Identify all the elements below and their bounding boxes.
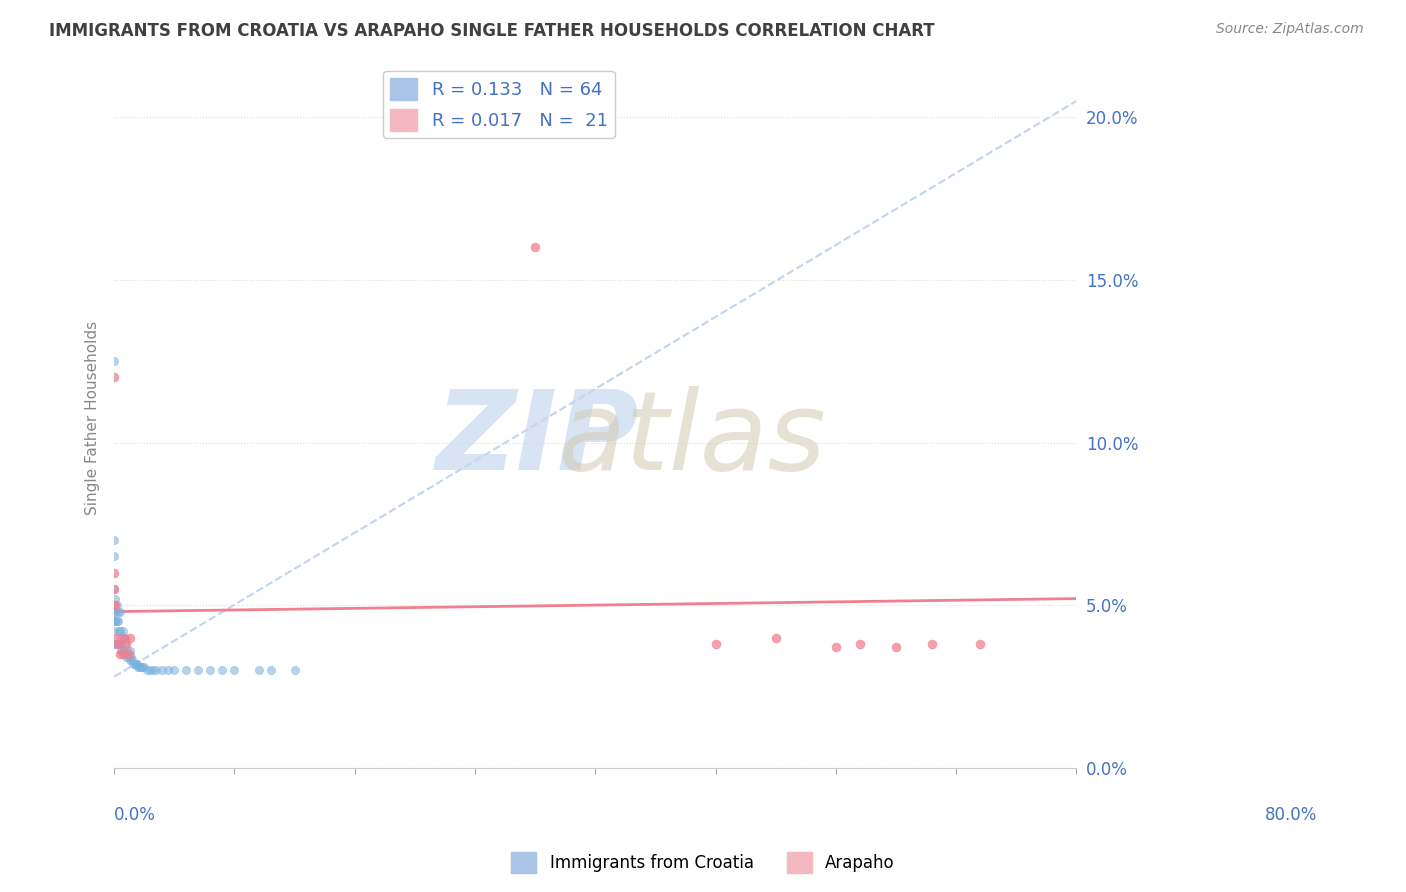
Point <box>187 663 209 677</box>
Point <box>103 598 125 612</box>
Point <box>114 631 136 645</box>
Point <box>103 354 125 368</box>
Point <box>103 582 125 596</box>
Point <box>150 663 173 677</box>
Point <box>103 605 125 619</box>
Point <box>104 605 127 619</box>
Point <box>107 637 129 651</box>
Point <box>765 631 787 645</box>
Point <box>103 582 125 596</box>
Point <box>107 605 129 619</box>
Point <box>128 660 150 674</box>
Point <box>211 663 233 677</box>
Y-axis label: Single Father Households: Single Father Households <box>86 321 100 516</box>
Point <box>224 663 246 677</box>
Point <box>103 615 125 629</box>
Point <box>110 631 132 645</box>
Point <box>105 615 128 629</box>
Point <box>969 637 991 651</box>
Point <box>125 657 148 671</box>
Point <box>103 598 125 612</box>
Point <box>284 663 307 677</box>
Point <box>104 615 127 629</box>
Point <box>115 650 138 665</box>
Point <box>114 647 136 661</box>
Point <box>111 647 134 661</box>
Point <box>131 660 153 674</box>
Point <box>104 591 127 606</box>
Text: 80.0%: 80.0% <box>1264 806 1317 824</box>
Point <box>121 653 143 667</box>
Point <box>704 637 727 651</box>
Point <box>118 631 141 645</box>
Text: atlas: atlas <box>557 385 825 492</box>
Point <box>107 615 129 629</box>
Point <box>115 637 138 651</box>
Point <box>117 647 139 661</box>
Point <box>124 657 146 671</box>
Point <box>200 663 222 677</box>
Point <box>112 643 135 657</box>
Point <box>824 640 846 655</box>
Point <box>112 631 135 645</box>
Point <box>103 533 125 547</box>
Point <box>105 598 128 612</box>
Point <box>108 637 131 651</box>
Point <box>135 663 157 677</box>
Point <box>145 663 167 677</box>
Point <box>108 624 131 639</box>
Legend: Immigrants from Croatia, Arapaho: Immigrants from Croatia, Arapaho <box>505 846 901 880</box>
Point <box>118 653 141 667</box>
Point <box>125 657 148 671</box>
Point <box>134 660 156 674</box>
Point <box>112 631 135 645</box>
Point <box>139 663 162 677</box>
Point <box>105 631 128 645</box>
Point <box>103 549 125 564</box>
Point <box>163 663 186 677</box>
Point <box>176 663 198 677</box>
Point <box>157 663 180 677</box>
Point <box>108 637 131 651</box>
Point <box>108 624 131 639</box>
Text: Source: ZipAtlas.com: Source: ZipAtlas.com <box>1216 22 1364 37</box>
Point <box>120 650 142 665</box>
Point <box>104 637 127 651</box>
Legend: R = 0.133   N = 64, R = 0.017   N =  21: R = 0.133 N = 64, R = 0.017 N = 21 <box>382 70 614 138</box>
Point <box>103 637 125 651</box>
Point <box>884 640 907 655</box>
Point <box>108 605 131 619</box>
Point <box>118 643 141 657</box>
Point <box>849 637 872 651</box>
Point <box>108 647 131 661</box>
Point <box>117 643 139 657</box>
Point <box>247 663 270 677</box>
Point <box>103 370 125 384</box>
Point <box>111 624 134 639</box>
Point <box>117 650 139 665</box>
Point <box>107 637 129 651</box>
Point <box>127 660 149 674</box>
Point <box>103 566 125 580</box>
Point <box>103 624 125 639</box>
Point <box>110 643 132 657</box>
Point <box>111 643 134 657</box>
Text: IMMIGRANTS FROM CROATIA VS ARAPAHO SINGLE FATHER HOUSEHOLDS CORRELATION CHART: IMMIGRANTS FROM CROATIA VS ARAPAHO SINGL… <box>49 22 935 40</box>
Point <box>104 598 127 612</box>
Text: 0.0%: 0.0% <box>114 806 156 824</box>
Point <box>142 663 165 677</box>
Point <box>524 240 547 254</box>
Point <box>259 663 281 677</box>
Text: ZIP: ZIP <box>436 385 640 492</box>
Point <box>129 660 152 674</box>
Point <box>115 637 138 651</box>
Point <box>105 637 128 651</box>
Point <box>122 657 145 671</box>
Point <box>921 637 943 651</box>
